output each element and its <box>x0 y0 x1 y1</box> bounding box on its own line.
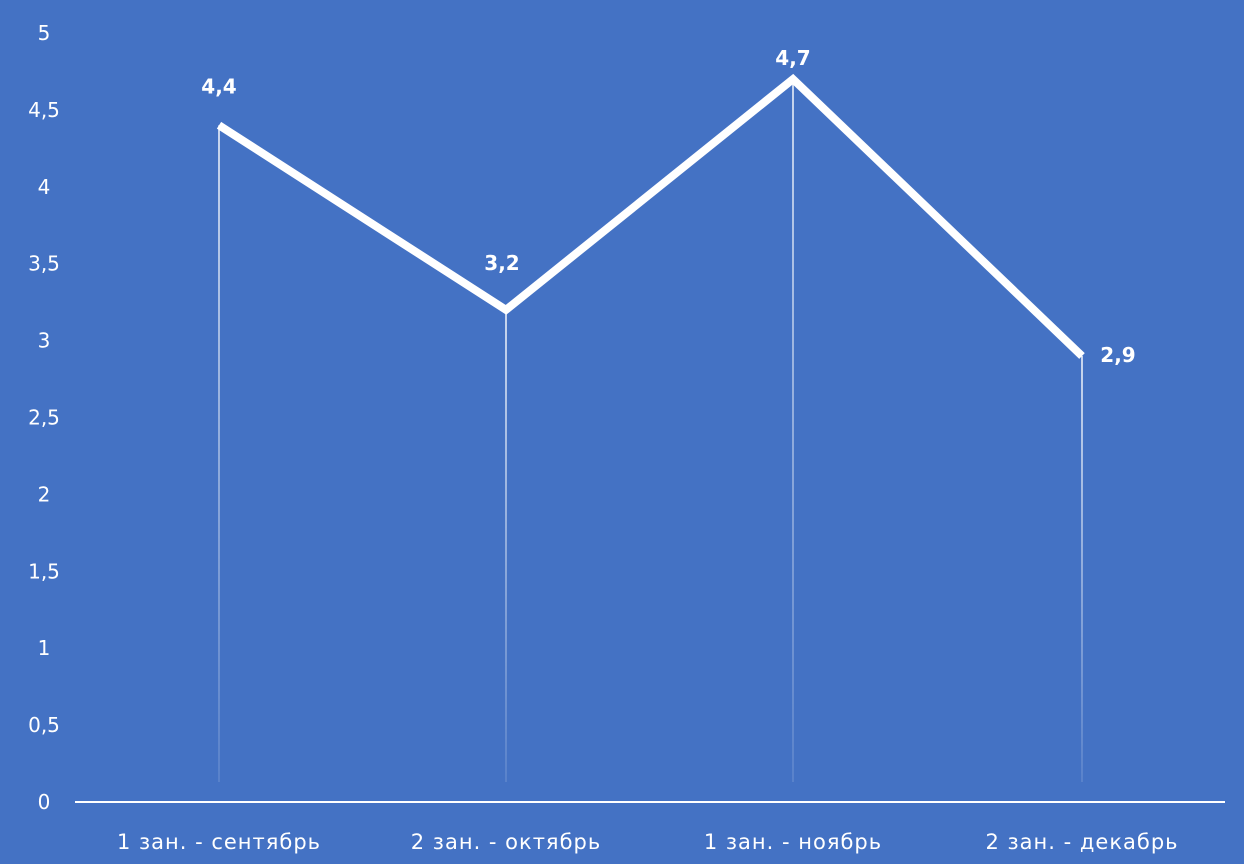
y-tick-label: 3,5 <box>28 252 60 276</box>
y-tick-label: 1,5 <box>28 559 60 583</box>
y-tick-label: 0,5 <box>28 713 60 737</box>
y-tick-label: 2 <box>38 482 51 506</box>
y-tick-label: 4 <box>38 175 51 199</box>
data-label: 4,4 <box>201 74 236 98</box>
data-label: 3,2 <box>484 251 519 275</box>
y-tick-label: 4,5 <box>28 98 60 122</box>
drop-line <box>505 309 507 782</box>
y-tick-label: 2,5 <box>28 406 60 430</box>
y-tick-label: 1 <box>38 636 51 660</box>
x-axis-category-labels: 1 зан. - сентябрь 2 зан. - октябрь 1 зан. … <box>117 830 1178 854</box>
y-tick-label: 3 <box>38 329 51 353</box>
y-tick-label: 0 <box>38 790 51 814</box>
y-axis-tick-labels: 0 0,5 1 1,5 2 2,5 3 3,5 4 4,5 5 <box>28 21 60 814</box>
drop-line <box>1081 355 1083 782</box>
series-line <box>216 73 1085 359</box>
drop-line <box>218 125 220 782</box>
drop-line <box>792 79 794 782</box>
data-label: 2,9 <box>1100 343 1135 367</box>
x-category-label: 2 зан. - декабрь <box>985 830 1178 854</box>
y-tick-label: 5 <box>38 21 51 45</box>
data-label: 4,7 <box>775 46 810 70</box>
data-labels: 4,4 3,2 4,7 2,9 <box>201 46 1135 367</box>
x-category-label: 1 зан. - ноябрь <box>704 830 882 854</box>
x-category-label: 2 зан. - октябрь <box>411 830 601 854</box>
drop-lines <box>218 79 1083 782</box>
x-category-label: 1 зан. - сентябрь <box>117 830 321 854</box>
